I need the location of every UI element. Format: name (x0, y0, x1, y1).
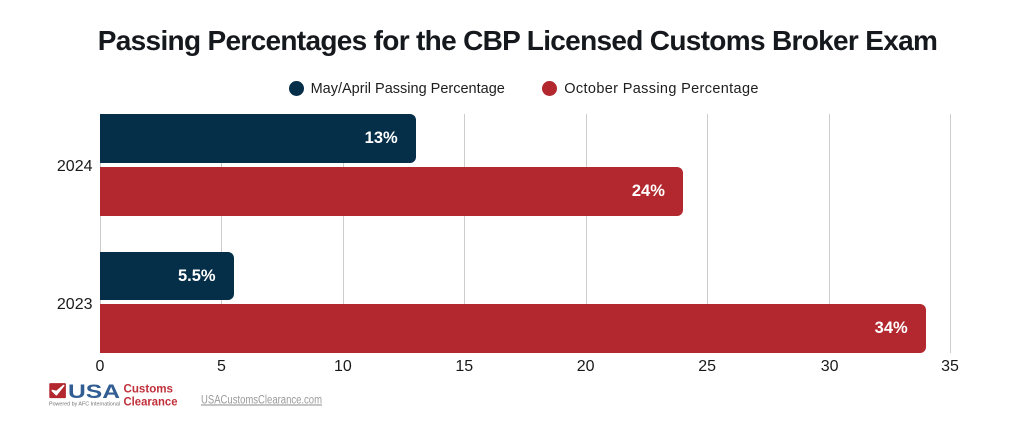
svg-text:Powered by AFC International: Powered by AFC International (49, 401, 120, 407)
svg-text:Clearance: Clearance (124, 394, 178, 408)
svg-text:USACustomsClearance.com: USACustomsClearance.com (201, 394, 322, 406)
svg-text:USA: USA (68, 382, 120, 403)
svg-text:Customs: Customs (124, 381, 174, 395)
